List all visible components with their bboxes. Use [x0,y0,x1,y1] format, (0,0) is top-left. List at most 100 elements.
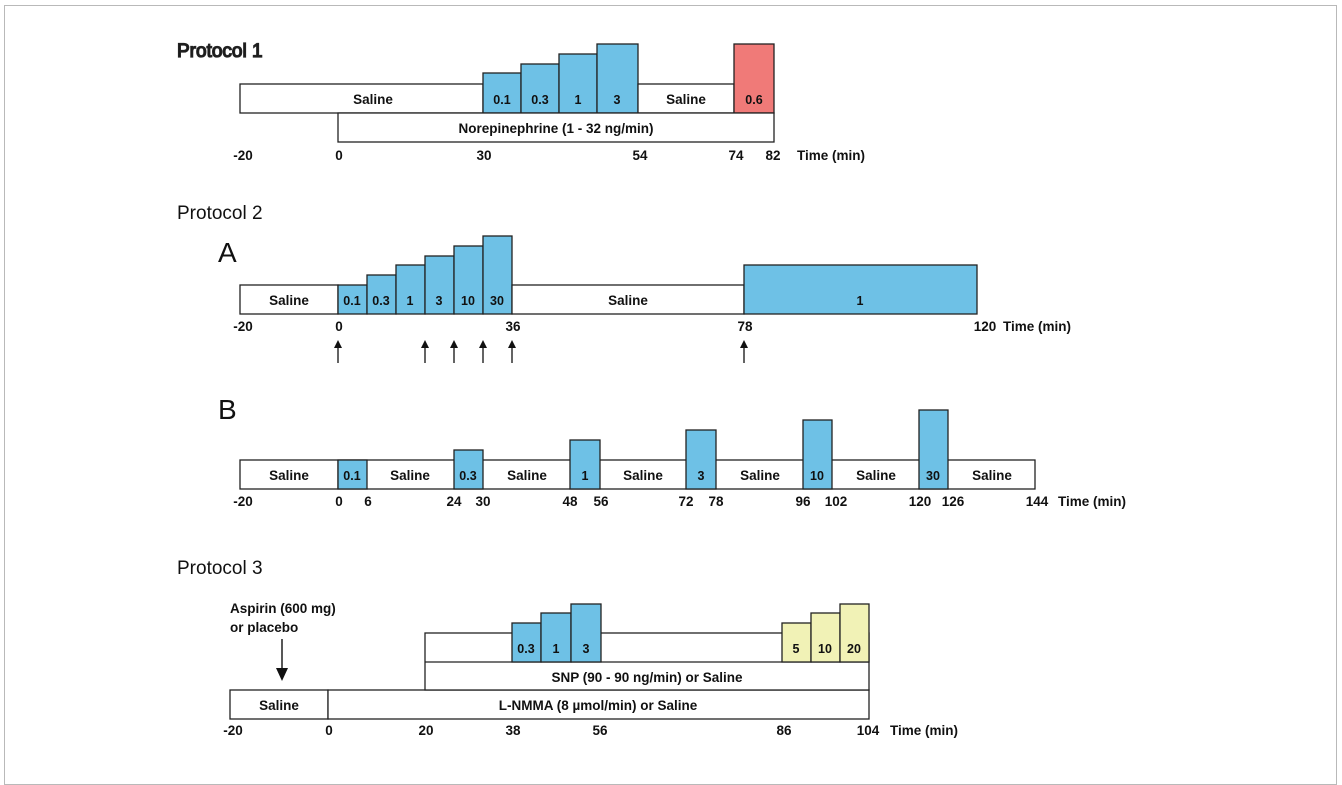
p2a-final-block [743,264,978,315]
sampling-arrow [334,340,342,363]
protocol-diagram: Protocol 1 Saline 0.1 0.3 1 3 Saline 0.6… [176,40,1126,738]
p1-tick: 74 [728,148,744,163]
p2a-saline-box [239,284,339,315]
p2b-dose-block [918,409,949,490]
p1-saline-box-2 [637,83,735,114]
p2a-dose-label: 1 [407,294,414,308]
p3-tick: 56 [592,723,608,738]
p2a-dose-label: 10 [461,294,475,308]
p2b-tick: 102 [825,494,848,509]
p1-tick: -20 [233,148,253,163]
p2a-dose-block [366,274,397,315]
p2a-dose-label: 3 [436,294,443,308]
p2b-tick: 120 [909,494,932,509]
p2b-dose-label: 1 [582,469,589,483]
protocol1-title: Protocol 1 [177,41,263,62]
p2a-dose-label: 30 [490,294,504,308]
p3-snp-label: SNP (90 - 90 ng/min) or Saline [551,670,743,685]
p3-yellow-label: 5 [793,642,800,656]
p3-saline-box [229,689,329,720]
protocol2-title: Protocol 2 [177,203,263,224]
p2a-tick: 120 [974,319,997,334]
p2a-tick: -20 [233,319,253,334]
p3-blue-block [570,603,602,663]
p2b-dose-label: 0.3 [459,469,476,483]
p2b-saline-label: Saline [269,468,309,483]
p2a-saline-label-2: Saline [608,293,648,308]
sampling-arrow [450,340,458,363]
p2b-tick: 56 [593,494,609,509]
p3-time-label: Time (min) [890,723,958,738]
p3-yellow-label: 20 [847,642,861,656]
p1-dose-label: 0.3 [531,93,548,107]
p2b-saline-label: Saline [390,468,430,483]
p3-lnmma-label: L-NMMA (8 µmol/min) or Saline [499,698,698,713]
p3-tick: -20 [223,723,243,738]
p2a-dose-block [424,255,455,315]
aspirin-label-line2: or placebo [230,620,298,635]
p3-tick: 104 [857,723,880,738]
p2b-dose-block [337,459,368,490]
p1-tick: 30 [476,148,491,163]
p1-norepinephrine-bar [337,112,775,143]
sampling-arrow [740,340,748,363]
p1-saline-label: Saline [353,92,393,107]
p3-tick: 38 [505,723,521,738]
p1-dose-label: 3 [614,93,621,107]
p2b-saline-label: Saline [623,468,663,483]
p1-red-block [733,43,775,114]
p2b-dose-block [453,449,484,490]
p3-blue-label: 1 [553,642,560,656]
p2a-saline-label: Saline [269,293,309,308]
p2b-dose-label: 10 [810,469,824,483]
p2a-saline-box-2 [511,284,745,315]
p3-blue-label: 0.3 [517,642,534,656]
p1-dose-label: 1 [575,93,582,107]
p2b-tick: 6 [364,494,372,509]
p2b-timeline [239,459,1036,490]
p2a-tick: 36 [505,319,521,334]
p2b-saline-label: Saline [856,468,896,483]
p3-saline-label: Saline [259,698,299,713]
p1-tick: 54 [632,148,648,163]
p1-saline-label-2: Saline [666,92,706,107]
p3-blue-label: 3 [583,642,590,656]
p3-tick: 20 [418,723,433,738]
panel-a-label: A [218,237,237,268]
p2a-final-label: 1 [857,294,864,308]
sampling-arrow [508,340,516,363]
p2b-tick: 0 [335,494,343,509]
p1-norepinephrine-label: Norepinephrine (1 - 32 ng/min) [458,121,653,136]
p2a-tick: 78 [737,319,753,334]
p2b-time-label: Time (min) [1058,494,1126,509]
p1-dose-label: 0.1 [493,93,510,107]
p3-tick: 86 [776,723,792,738]
protocol3-title: Protocol 3 [177,558,263,579]
p2b-tick: -20 [233,494,253,509]
p2a-dose-block [337,284,368,315]
p2b-tick: 78 [708,494,724,509]
p2a-time-label: Time (min) [1003,319,1071,334]
aspirin-arrow [276,639,288,681]
p2a-dose-block [482,235,513,315]
p2b-saline-label: Saline [507,468,547,483]
sampling-arrow [421,340,429,363]
aspirin-label-line1: Aspirin (600 mg) [230,601,336,616]
p3-yellow-block [839,603,870,663]
p2b-tick: 96 [795,494,811,509]
p3-yellow-block [810,612,841,663]
p2b-dose-block [569,439,601,490]
p3-blue-block [540,612,572,663]
panel-b-label: B [218,394,237,425]
p2b-tick: 126 [942,494,965,509]
p2b-saline-label: Saline [740,468,780,483]
p2b-dose-block [685,429,717,490]
p2a-dose-label: 0.3 [372,294,389,308]
p3-yellow-block [781,622,812,663]
sampling-arrow [479,340,487,363]
p2a-dose-label: 0.1 [343,294,360,308]
p2a-tick: 0 [335,319,343,334]
p2b-tick: 48 [562,494,578,509]
p2b-tick: 72 [678,494,693,509]
p2b-dose-label: 3 [698,469,705,483]
